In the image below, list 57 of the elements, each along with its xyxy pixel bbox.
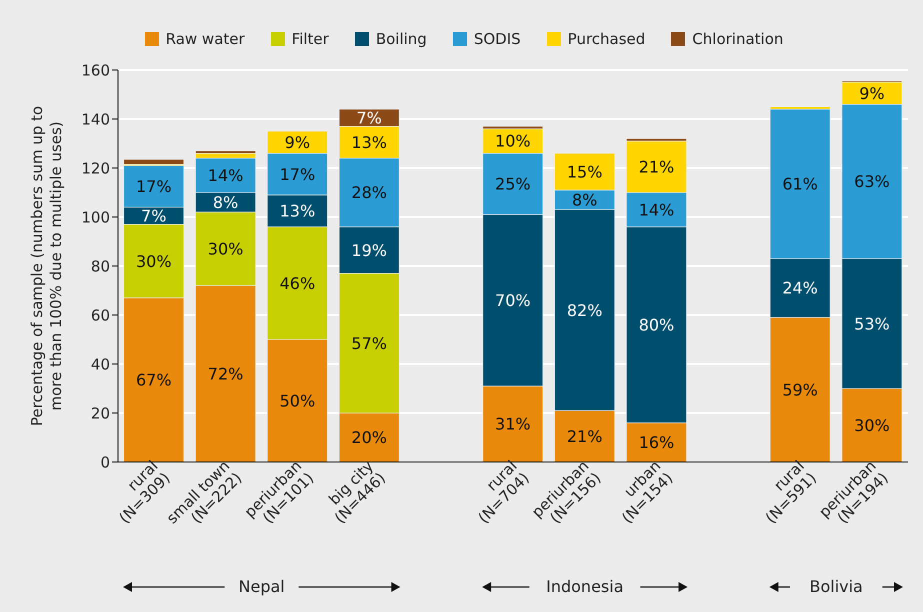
legend-label: SODIS <box>472 30 521 48</box>
legend-label: Boiling <box>374 30 427 48</box>
data-label: 7% <box>141 206 166 226</box>
text: Bolivia <box>809 577 863 596</box>
text: Nepal <box>238 577 285 596</box>
legend-label: Filter <box>290 30 329 48</box>
y-tick-label: 100 <box>81 208 110 226</box>
data-label: 10% <box>495 132 531 151</box>
data-label: 17% <box>136 177 172 196</box>
data-label: 31% <box>495 414 531 434</box>
y-tick-label: 40 <box>90 355 110 374</box>
y-tick-label: 60 <box>90 306 110 324</box>
data-label: 70% <box>495 290 531 310</box>
data-label: 9% <box>284 132 310 152</box>
data-label: 20% <box>351 428 387 448</box>
data-label: 57% <box>351 334 387 353</box>
data-label: 30% <box>208 240 244 259</box>
data-label: 16% <box>638 433 674 452</box>
data-label: 61% <box>782 174 818 194</box>
data-label: 7% <box>356 108 382 128</box>
data-label: 30% <box>136 252 172 271</box>
data-label: 21% <box>638 157 674 176</box>
legend-label: Raw water <box>164 30 245 48</box>
data-label: 30% <box>854 416 890 435</box>
data-label: 72% <box>208 364 244 384</box>
data-label: 15% <box>566 162 602 182</box>
data-label: 24% <box>782 278 818 298</box>
data-label: 50% <box>280 391 316 410</box>
data-label: 53% <box>854 314 890 334</box>
data-label: 13% <box>351 132 387 152</box>
data-label: 19% <box>351 240 387 260</box>
data-label: 28% <box>351 183 387 202</box>
data-label: 25% <box>495 174 531 194</box>
data-label: 80% <box>638 315 674 334</box>
data-label: 21% <box>566 426 602 446</box>
data-label: 9% <box>859 84 885 103</box>
data-label: 67% <box>136 370 172 390</box>
legend-label: Purchased <box>566 30 646 48</box>
y-axis-title: Percentage of sample (numbers sum up to more than 100% due to multiple uses) <box>28 106 65 426</box>
data-label: 82% <box>566 300 602 320</box>
y-tick-label: 140 <box>81 110 110 128</box>
y-tick-label: 20 <box>90 404 110 422</box>
data-label: 17% <box>280 164 316 184</box>
legend-label: Chlorination <box>691 30 784 48</box>
data-label: 14% <box>208 166 244 186</box>
text: Indonesia <box>546 577 624 596</box>
data-label: 59% <box>782 380 818 400</box>
y-tick-label: 80 <box>90 257 110 276</box>
data-label: 8% <box>212 192 238 212</box>
data-label: 63% <box>854 172 890 192</box>
data-label: 13% <box>280 202 316 221</box>
data-label: 8% <box>572 190 598 210</box>
data-label: 14% <box>638 200 674 220</box>
y-tick-label: 160 <box>81 61 110 80</box>
data-label: 46% <box>280 274 316 293</box>
y-tick-label: 120 <box>81 159 110 178</box>
y-tick-label: 0 <box>100 453 110 472</box>
